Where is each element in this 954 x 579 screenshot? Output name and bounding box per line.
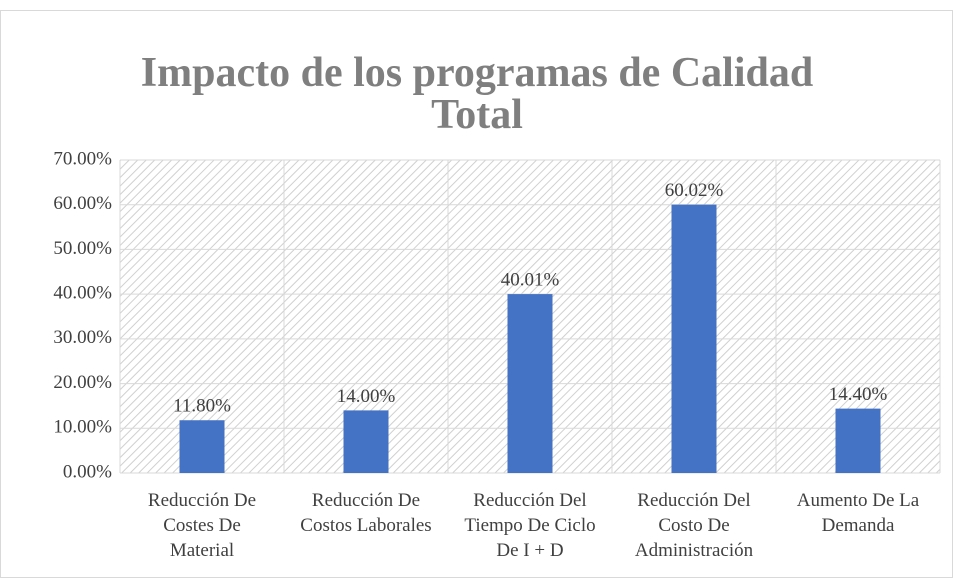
bar <box>507 294 553 473</box>
data-label: 40.01% <box>501 269 560 290</box>
data-label: 14.00% <box>337 386 396 407</box>
data-label: 14.40% <box>829 384 888 405</box>
x-tick-label: Reducción De Costes De Material <box>147 490 257 561</box>
x-tick-label: Reducción Del Costo De Administración <box>634 490 754 561</box>
x-tick-label: Reducción Del Tiempo De Ciclo De I + D <box>464 490 596 561</box>
data-label: 60.02% <box>665 180 724 201</box>
y-tick-label: 20.00% <box>53 372 112 393</box>
y-tick-label: 50.00% <box>53 238 112 259</box>
data-label: 11.80% <box>173 396 231 417</box>
bar <box>343 410 389 473</box>
chart-border <box>0 10 953 578</box>
bar <box>671 204 717 473</box>
y-tick-label: 60.00% <box>53 193 112 214</box>
y-tick-label: 40.00% <box>53 283 112 304</box>
bar <box>835 408 881 473</box>
chart-title: Impacto de los programas de Calidad Tota… <box>140 50 814 138</box>
y-tick-label: 0.00% <box>63 461 112 482</box>
x-tick-label: Reducción De Costos Laborales <box>300 490 432 536</box>
y-tick-label: 70.00% <box>53 148 112 169</box>
y-tick-label: 30.00% <box>53 327 112 348</box>
x-tick-label: Aumento De La Demanda <box>796 490 920 536</box>
y-tick-label: 10.00% <box>53 417 112 438</box>
bar <box>179 420 225 473</box>
